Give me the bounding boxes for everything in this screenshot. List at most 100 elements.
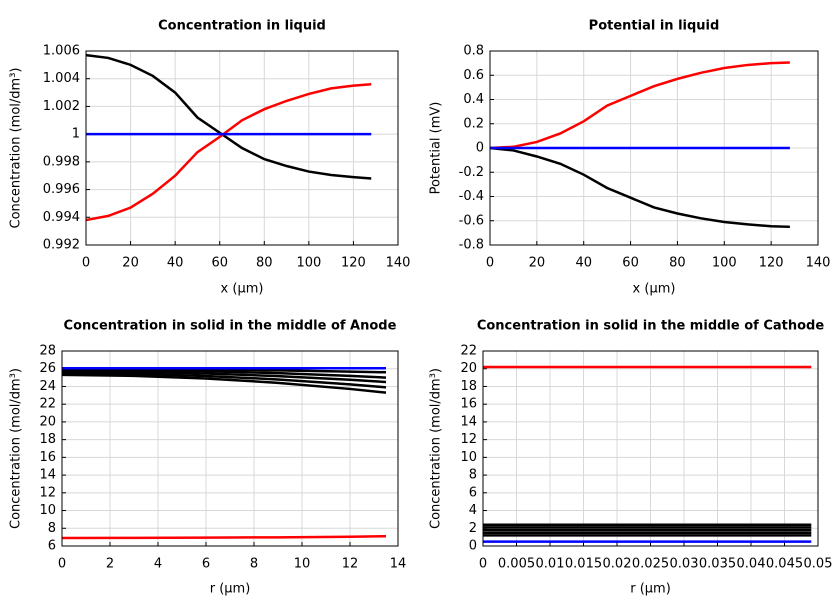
x-tick-label: 20	[529, 256, 546, 271]
x-tick-label: 8	[250, 557, 258, 572]
x-tick-label: 0	[486, 256, 494, 271]
x-tick-label: 0.005	[498, 557, 535, 572]
y-axis-label: Potential (mV)	[429, 102, 444, 195]
y-tick-label: 20	[460, 361, 477, 376]
y-tick-label: 20	[39, 414, 56, 429]
y-tick-label: 0.8	[463, 44, 484, 59]
y-tick-label: 0	[476, 141, 484, 156]
y-tick-label: 4	[469, 503, 477, 518]
x-tick-label: 0.015	[565, 557, 602, 572]
y-tick-label: 16	[460, 397, 477, 412]
y-tick-label: 1.006	[43, 44, 80, 59]
x-tick-label: 14	[390, 557, 407, 572]
x-tick-label: 60	[211, 256, 228, 271]
x-axis-label: r (µm)	[210, 582, 251, 597]
series-line	[61, 371, 387, 389]
x-tick-label: 0	[479, 557, 487, 572]
y-axis-label: Concentration (mol/dm³)	[9, 68, 24, 229]
y-tick-label: 1	[72, 127, 80, 142]
chart-title: Potential in liquid	[589, 19, 720, 34]
x-tick-label: 100	[296, 256, 321, 271]
y-tick-label: 0.2	[463, 116, 484, 131]
x-tick-label: 6	[202, 557, 210, 572]
y-tick-label: 8	[469, 468, 477, 483]
x-tick-label: 12	[342, 557, 359, 572]
series-line	[85, 83, 372, 222]
x-tick-label: 0.035	[699, 557, 736, 572]
plot-frame	[85, 50, 399, 246]
x-axis-label: r (µm)	[630, 582, 671, 597]
series-line	[85, 53, 372, 180]
chart-title: Concentration in solid in the middle of …	[64, 319, 397, 334]
y-tick-label: -0.6	[459, 213, 484, 228]
x-tick-label: 0.02	[603, 557, 632, 572]
x-tick-label: 140	[806, 256, 831, 271]
y-tick-label: 12	[460, 432, 477, 447]
chart-title: Concentration in liquid	[158, 19, 326, 34]
x-tick-label: 0.025	[632, 557, 669, 572]
y-tick-label: 0.994	[43, 210, 80, 225]
series-line	[489, 146, 790, 229]
x-tick-label: 120	[759, 256, 784, 271]
x-axis-label: x (µm)	[221, 282, 264, 297]
y-tick-label: 10	[460, 450, 477, 465]
y-tick-label: -0.4	[459, 189, 484, 204]
x-tick-label: 20	[122, 256, 139, 271]
y-tick-label: 0.4	[463, 92, 484, 107]
y-tick-label: -0.2	[459, 165, 484, 180]
x-tick-label: 40	[575, 256, 592, 271]
x-tick-label: 10	[294, 557, 311, 572]
x-tick-label: 80	[669, 256, 686, 271]
y-tick-label: 12	[39, 485, 56, 500]
y-tick-label: -0.8	[459, 238, 484, 253]
y-tick-label: 28	[39, 344, 56, 359]
chart-title: Concentration in solid in the middle of …	[477, 319, 825, 334]
plot-frame	[482, 350, 819, 547]
y-tick-label: 6	[48, 539, 56, 554]
series-line	[61, 368, 387, 379]
series-line	[489, 61, 790, 150]
plot-frame	[61, 350, 399, 547]
y-tick-label: 1.004	[43, 71, 80, 86]
y-tick-label: 26	[39, 361, 56, 376]
x-tick-label: 0.045	[766, 557, 803, 572]
x-tick-label: 120	[341, 256, 366, 271]
y-tick-label: 1.002	[43, 99, 80, 114]
x-tick-label: 80	[256, 256, 273, 271]
x-tick-label: 0.05	[804, 557, 833, 572]
plot-frame	[489, 50, 819, 246]
x-axis-label: x (µm)	[633, 282, 676, 297]
x-tick-label: 0	[82, 256, 90, 271]
x-tick-label: 140	[386, 256, 411, 271]
y-tick-label: 10	[39, 503, 56, 518]
series-line	[61, 370, 387, 384]
y-tick-label: 0	[469, 539, 477, 554]
y-tick-label: 16	[39, 450, 56, 465]
x-tick-label: 40	[167, 256, 184, 271]
y-tick-label: 0.6	[463, 68, 484, 83]
series-line	[61, 373, 387, 394]
y-tick-label: 0.992	[43, 238, 80, 253]
x-tick-label: 0.01	[536, 557, 565, 572]
y-tick-label: 0.998	[43, 154, 80, 169]
x-tick-label: 2	[106, 557, 114, 572]
y-tick-label: 14	[460, 414, 477, 429]
x-tick-label: 0	[58, 557, 66, 572]
y-tick-label: 18	[460, 379, 477, 394]
y-tick-label: 0.996	[43, 182, 80, 197]
y-tick-label: 6	[469, 485, 477, 500]
x-tick-label: 4	[154, 557, 162, 572]
y-tick-label: 22	[460, 344, 477, 359]
x-tick-label: 100	[712, 256, 737, 271]
y-tick-label: 22	[39, 397, 56, 412]
y-axis-label: Concentration (mol/dm³)	[429, 368, 444, 529]
x-tick-label: 60	[622, 256, 639, 271]
x-tick-label: 0.03	[670, 557, 699, 572]
y-tick-label: 14	[39, 468, 56, 483]
x-tick-label: 0.04	[737, 557, 766, 572]
y-tick-label: 18	[39, 432, 56, 447]
y-axis-label: Concentration (mol/dm³)	[9, 368, 24, 529]
y-tick-label: 8	[48, 521, 56, 536]
series-line	[61, 535, 387, 540]
